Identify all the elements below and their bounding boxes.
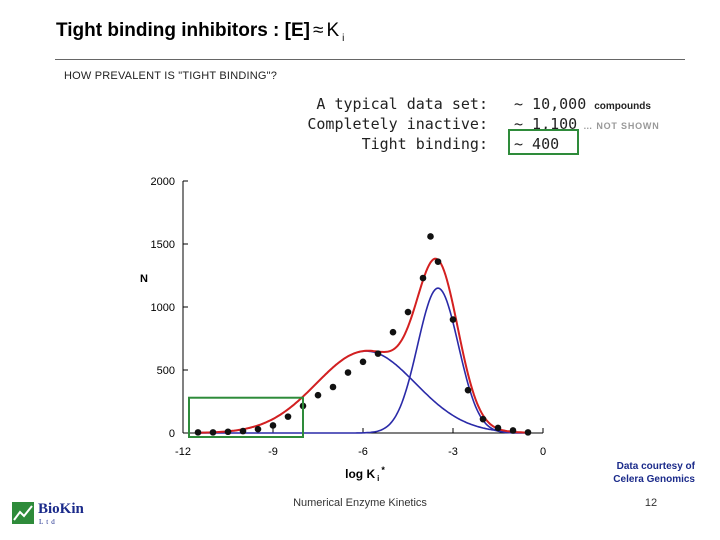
dataset-label-inactive: Completely inactive: <box>307 115 488 133</box>
data-point <box>284 413 292 420</box>
tight-binding-highlight-box <box>508 129 579 155</box>
data-point <box>427 233 434 240</box>
dataset-value-typical: ~ 10,000 compounds <box>514 95 651 113</box>
data-point <box>359 358 367 366</box>
x-tick-label: -9 <box>268 446 278 458</box>
y-tick-label: 0 <box>169 428 175 440</box>
dataset-value-inactive: ~ 1,100… NOT SHOWN <box>514 115 660 133</box>
y-tick-label: 1500 <box>151 239 175 251</box>
data-point <box>494 424 502 432</box>
data-point <box>374 350 382 357</box>
dataset-label-tight: Tight binding: <box>361 135 488 153</box>
chart-axes <box>182 181 543 434</box>
page-number: 12 <box>644 497 658 509</box>
data-point <box>524 429 532 436</box>
logo-text: BioKin <box>38 501 84 517</box>
dataset-note-compounds: compounds <box>594 101 651 112</box>
chart-curves <box>198 257 528 434</box>
x-tick-label: 0 <box>540 446 546 458</box>
data-point <box>404 308 412 316</box>
y-axis-label: N <box>140 273 148 285</box>
dataset-value-tight: ~ 400 <box>514 135 560 153</box>
data-point <box>389 328 397 336</box>
biokin-logo: BioKin Ltd <box>12 501 90 526</box>
chart-points <box>194 233 532 436</box>
data-point <box>239 427 247 435</box>
x-tick-label: -6 <box>358 446 368 458</box>
component-curve-2 <box>198 287 528 434</box>
biokin-logo-icon <box>12 502 34 524</box>
dataset-note-not-shown: … NOT SHOWN <box>583 121 660 131</box>
chart-highlight <box>188 396 304 438</box>
data-point <box>344 369 352 376</box>
data-point <box>269 422 277 429</box>
data-point <box>449 316 457 323</box>
data-point <box>479 415 487 423</box>
dataset-label-typical: A typical data set: <box>316 95 488 113</box>
x-tick-label: -12 <box>175 446 191 458</box>
y-tick-label: 500 <box>157 365 175 377</box>
data-point <box>224 428 232 436</box>
y-tick-label: 1000 <box>151 302 175 314</box>
data-point <box>434 258 442 265</box>
data-point <box>329 383 337 391</box>
logo-subtext: Ltd <box>39 518 58 526</box>
data-point <box>209 429 217 436</box>
chart-ticks: 0 500 1000 1500 2000 -12 -9 -6 -3 0 <box>151 176 547 458</box>
y-tick-label: 2000 <box>151 176 175 188</box>
data-point <box>314 391 322 399</box>
footer-text: Numerical Enzyme Kinetics <box>293 497 427 509</box>
data-courtesy: Data courtesy of Celera Genomics <box>613 461 695 485</box>
x-tick-label: -3 <box>448 446 458 458</box>
slide-subtitle: HOW PREVALENT IS "TIGHT BINDING"? <box>64 70 278 82</box>
data-point <box>254 425 262 433</box>
data-point <box>509 427 517 434</box>
total-fit-curve <box>198 257 528 434</box>
data-point <box>464 386 472 394</box>
tight-binding-region-box <box>188 396 304 438</box>
title-divider <box>55 59 685 60</box>
data-point <box>194 429 202 436</box>
data-point <box>419 274 427 282</box>
